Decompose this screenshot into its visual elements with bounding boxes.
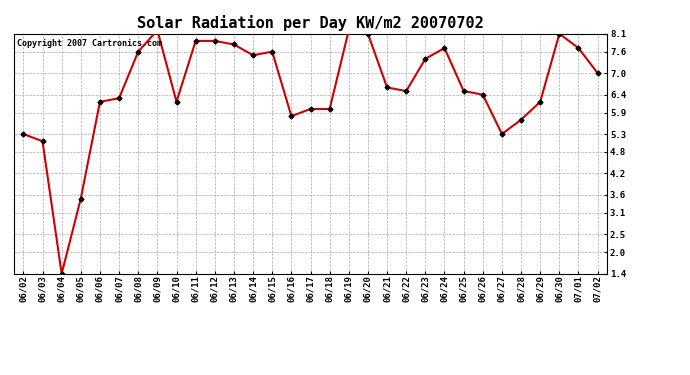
Title: Solar Radiation per Day KW/m2 20070702: Solar Radiation per Day KW/m2 20070702 [137,15,484,31]
Text: Copyright 2007 Cartronics.com: Copyright 2007 Cartronics.com [17,39,161,48]
